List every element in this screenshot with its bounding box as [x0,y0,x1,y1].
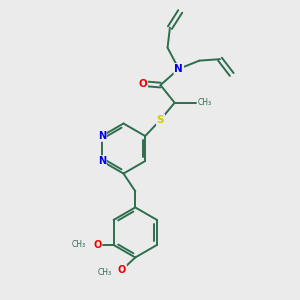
Text: S: S [157,115,164,125]
Text: N: N [174,64,183,74]
Text: CH₃: CH₃ [98,268,112,277]
Text: CH₃: CH₃ [72,240,86,249]
Text: N: N [98,131,106,141]
Text: O: O [118,265,126,275]
Text: N: N [98,156,106,166]
Text: O: O [93,240,101,250]
Text: O: O [138,79,147,88]
Text: CH₃: CH₃ [197,98,212,107]
